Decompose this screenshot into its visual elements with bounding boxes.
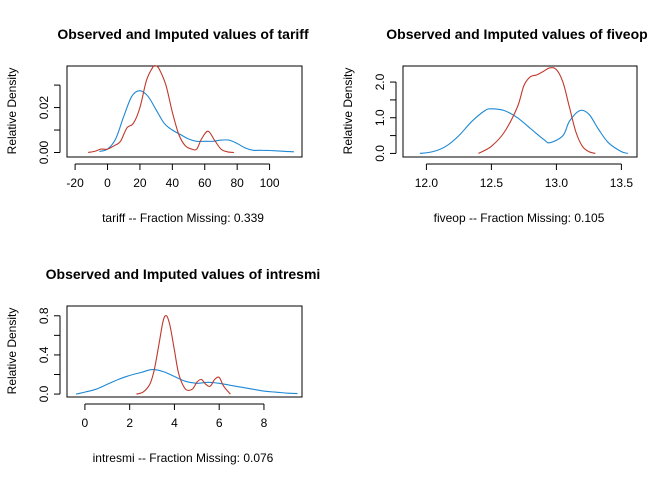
density-curve (136, 314, 231, 395)
x-tick-label: -20 (66, 176, 84, 190)
x-tick-label: 4 (171, 416, 178, 430)
panel-fiveop: Observed and Imputed values of fiveop fi… (341, 26, 648, 225)
x-tick-label: 2 (126, 416, 133, 430)
x-tick-label: 0 (104, 176, 111, 190)
plot-frame (402, 65, 638, 158)
x-tick-label: 6 (216, 416, 223, 430)
density-curve (87, 64, 234, 154)
y-axis-label: Relative Density (5, 68, 19, 155)
panel-tariff: Observed and Imputed values of tariff ta… (5, 26, 309, 225)
x-axis-label: intresmi -- Fraction Missing: 0.076 (93, 451, 274, 465)
x-tick-label: 20 (133, 176, 147, 190)
plot-frame (66, 65, 303, 158)
y-tick-label: 0.02 (37, 96, 51, 120)
y-tick-label: 2.0 (373, 73, 387, 90)
x-tick-label: 80 (230, 176, 244, 190)
x-tick-label: 8 (261, 416, 268, 430)
x-tick-label: 12.0 (415, 176, 439, 190)
y-tick-label: 0.0 (373, 145, 387, 162)
x-axis-label: tariff -- Fraction Missing: 0.339 (102, 211, 264, 225)
x-tick-label: 13.5 (610, 176, 634, 190)
y-tick-label: 0.4 (37, 346, 51, 363)
panel-title: Observed and Imputed values of tariff (57, 26, 309, 42)
panel-intresmi: Observed and Imputed values of intresmi … (5, 266, 320, 465)
x-tick-label: 60 (198, 176, 212, 190)
plot-frame (66, 305, 303, 398)
y-tick-label: 0.00 (37, 141, 51, 165)
panel-title: Observed and Imputed values of fiveop (386, 26, 647, 42)
panel-title: Observed and Imputed values of intresmi (46, 266, 321, 282)
y-axis-label: Relative Density (5, 308, 19, 395)
x-tick-label: 40 (166, 176, 180, 190)
y-tick-label: 0.0 (37, 385, 51, 402)
y-axis-label: Relative Density (341, 68, 355, 155)
y-tick-label: 1.0 (373, 109, 387, 126)
density-curve (75, 369, 298, 395)
density-curve (419, 108, 629, 154)
x-tick-label: 0 (82, 416, 89, 430)
y-tick-label: 0.8 (37, 307, 51, 324)
density-curve (99, 90, 294, 153)
x-tick-label: 100 (260, 176, 280, 190)
x-tick-label: 13.0 (545, 176, 569, 190)
x-axis-label: fiveop -- Fraction Missing: 0.105 (434, 211, 605, 225)
density-curve (478, 67, 596, 154)
x-tick-label: 12.5 (480, 176, 504, 190)
